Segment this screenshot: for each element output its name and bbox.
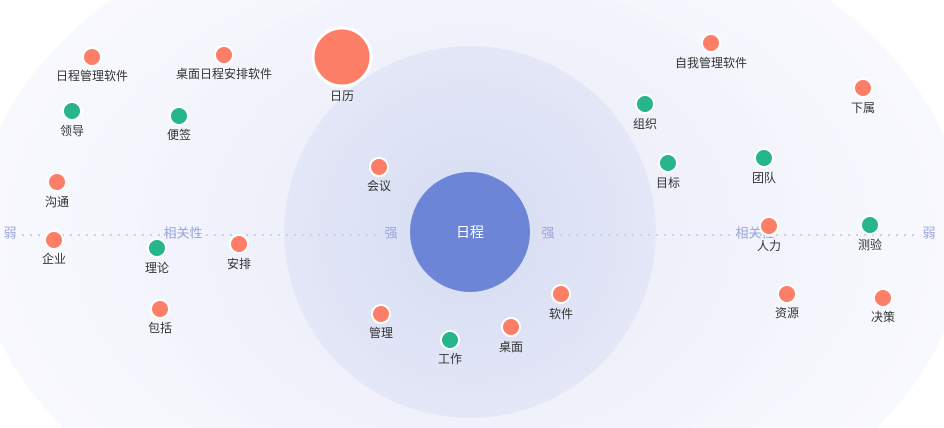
axis-strong-left: 强 — [384, 226, 398, 242]
keyword-label: 测验 — [857, 238, 883, 252]
keyword-label: 安排 — [226, 257, 252, 271]
keyword-label: 日程管理软件 — [55, 69, 129, 83]
keyword-node[interactable] — [169, 106, 189, 126]
axis-relevance-left: 相关性 — [163, 226, 203, 242]
keyword-node[interactable] — [873, 288, 893, 308]
keyword-label: 便签 — [166, 128, 192, 142]
keyword-node[interactable] — [147, 238, 167, 258]
keyword-node[interactable] — [62, 101, 82, 121]
keyword-node[interactable] — [853, 78, 873, 98]
center-node[interactable] — [410, 172, 530, 292]
keyword-label: 工作 — [437, 352, 463, 366]
keyword-label: 下属 — [850, 101, 876, 115]
keyword-label: 人力 — [756, 239, 782, 253]
keyword-label: 决策 — [870, 310, 896, 324]
keyword-node[interactable] — [777, 284, 797, 304]
keyword-node[interactable] — [860, 215, 880, 235]
keyword-label: 资源 — [774, 306, 800, 320]
keyword-label: 目标 — [655, 176, 681, 190]
keyword-label: 桌面 — [498, 340, 524, 354]
keyword-node[interactable] — [47, 172, 67, 192]
keyword-node[interactable] — [440, 330, 460, 350]
keyword-node[interactable] — [754, 148, 774, 168]
keyword-node[interactable] — [759, 216, 779, 236]
keyword-label: 自我管理软件 — [674, 56, 748, 70]
center-node-label: 日程 — [456, 225, 484, 241]
keyword-label: 桌面日程安排软件 — [175, 67, 273, 81]
axis-strong-right: 强 — [541, 226, 555, 242]
keyword-node[interactable] — [44, 230, 64, 250]
keyword-label: 包括 — [147, 321, 173, 335]
keyword-node[interactable] — [501, 317, 521, 337]
keyword-node[interactable] — [82, 47, 102, 67]
axis-weak-right: 弱 — [922, 226, 936, 242]
keyword-node[interactable] — [551, 284, 571, 304]
keyword-node[interactable] — [214, 45, 234, 65]
keyword-label: 企业 — [41, 252, 67, 266]
keyword-node[interactable] — [229, 234, 249, 254]
keyword-node[interactable] — [369, 157, 389, 177]
keyword-node[interactable] — [150, 299, 170, 319]
keyword-label: 沟通 — [44, 195, 70, 209]
axis-weak-left: 弱 — [3, 226, 17, 242]
keyword-label: 软件 — [548, 307, 574, 321]
keyword-node[interactable] — [701, 33, 721, 53]
keyword-label: 日历 — [329, 89, 355, 103]
keyword-label: 领导 — [59, 124, 85, 138]
keyword-node[interactable] — [371, 304, 391, 324]
keyword-label: 理论 — [144, 261, 170, 275]
keyword-node[interactable] — [311, 26, 373, 88]
keyword-node[interactable] — [635, 94, 655, 114]
keyword-label: 管理 — [368, 326, 394, 340]
keyword-label: 会议 — [366, 179, 392, 193]
keyword-node[interactable] — [658, 153, 678, 173]
keyword-label: 组织 — [632, 117, 658, 131]
keyword-label: 团队 — [751, 171, 777, 185]
